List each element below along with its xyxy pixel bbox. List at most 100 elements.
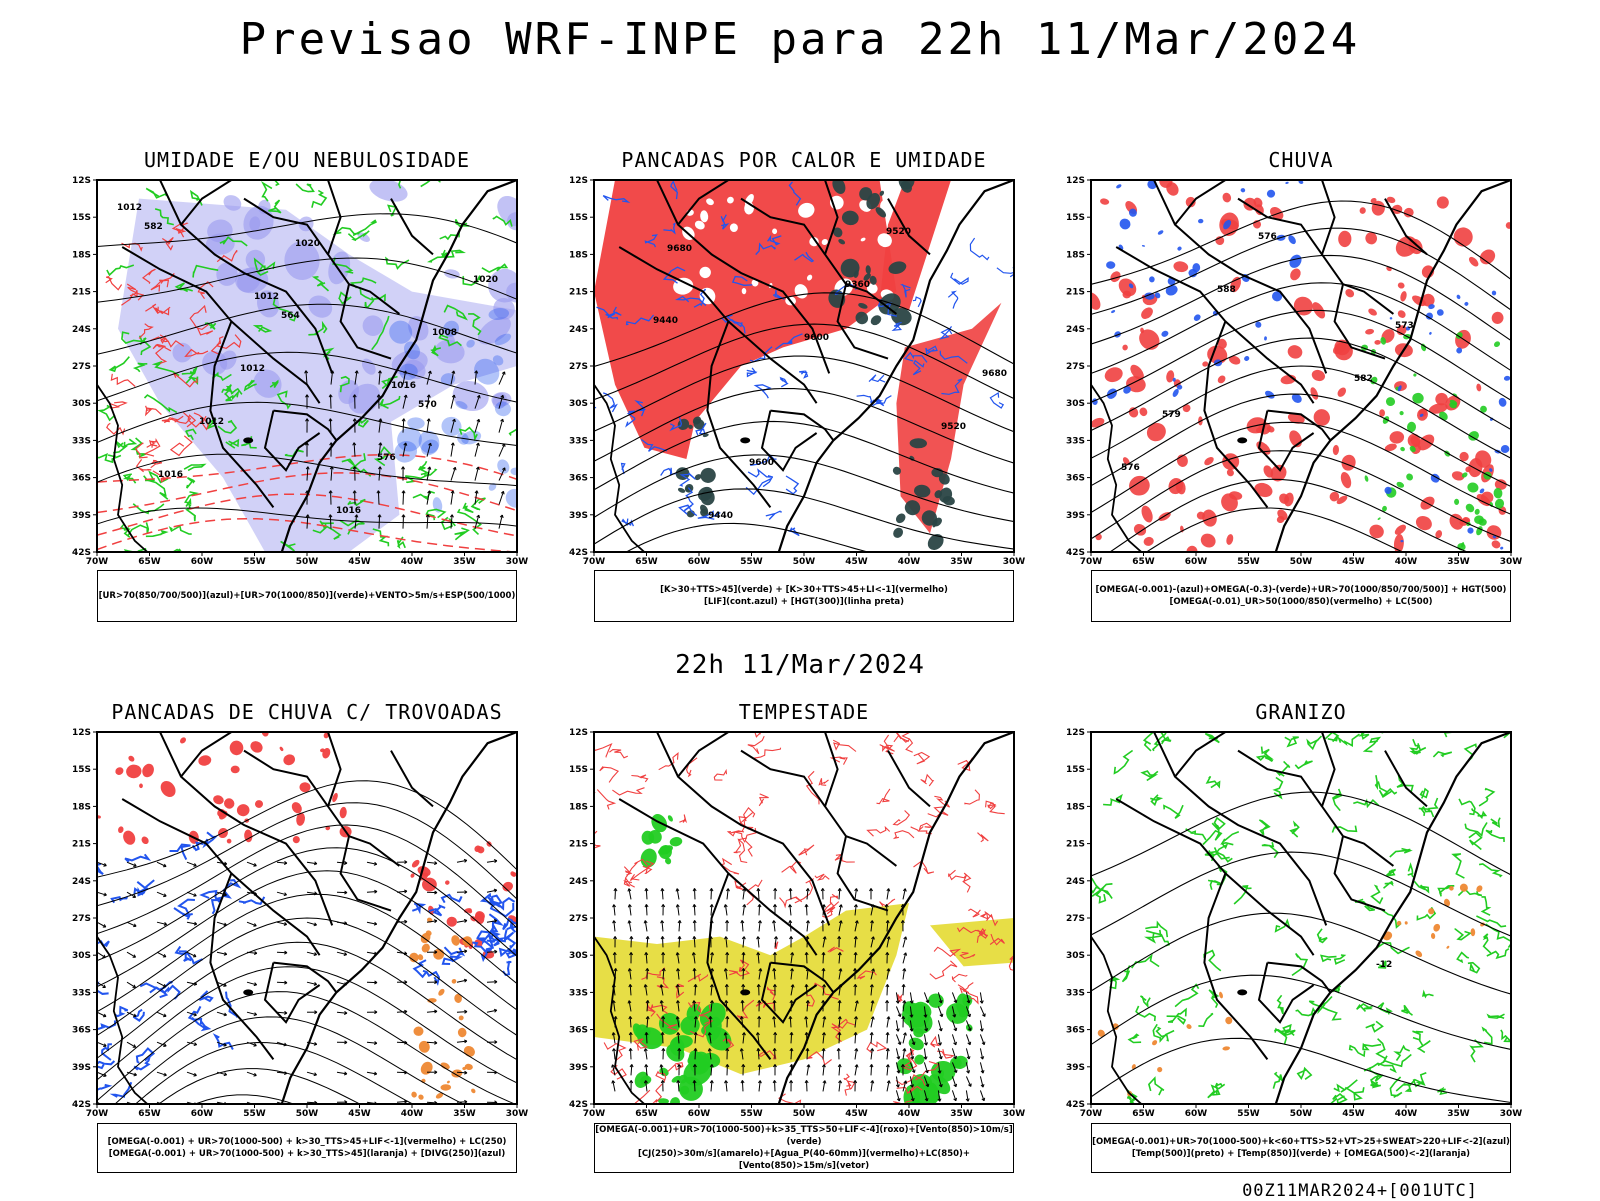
lat-tick-label: 39S (1066, 1063, 1085, 1073)
lon-tick-label: 65W (138, 1109, 161, 1119)
lon-tick-label: 50W (296, 557, 319, 567)
lon-tick-label: 65W (1132, 557, 1155, 567)
lat-tick-label: 15S (1066, 765, 1085, 775)
lon-tick-label: 40W (898, 1109, 921, 1119)
contour-label: 1020 (295, 239, 320, 249)
lat-tick-label: 36S (72, 474, 91, 484)
lon-tick-label: 45W (348, 1109, 371, 1119)
contour-label: -12 (1376, 960, 1392, 970)
contour-label: 1016 (336, 506, 361, 516)
lat-tick-label: 18S (1066, 802, 1085, 812)
lon-tick-label: 45W (1342, 1109, 1365, 1119)
lon-tick-label: 30W (1500, 557, 1523, 567)
lon-tick-label: 55W (243, 1109, 266, 1119)
contour-label: 1020 (473, 275, 498, 285)
lon-tick-label: 40W (1395, 1109, 1418, 1119)
lat-tick-label: 36S (1066, 1026, 1085, 1036)
lat-tick-label: 21S (1066, 288, 1085, 298)
lat-tick-label: 36S (569, 1026, 588, 1036)
lat-tick-label: 27S (1066, 362, 1085, 372)
panel-title-tempestade: TEMPESTADE (594, 700, 1014, 724)
lon-tick-label: 50W (1290, 1109, 1313, 1119)
legend-box-chuva: [OMEGA(-0.001)-(azul)+OMEGA(-0.3)-(verde… (1091, 570, 1511, 622)
lon-tick-label: 60W (191, 557, 214, 567)
legend-box-trovoadas: [OMEGA(-0.001) + UR>70(1000-500) + k>30_… (97, 1123, 517, 1173)
contour-label: 1012 (240, 364, 265, 374)
panel-title-granizo: GRANIZO (1091, 700, 1511, 724)
lon-tick-label: 50W (793, 1109, 816, 1119)
lon-tick-label: 45W (1342, 557, 1365, 567)
legend-line: [CJ(250)>30m/s](amarelo)+[Agua_P(40-60mm… (595, 1148, 1013, 1172)
contour-label: 576 (1121, 463, 1140, 473)
legend-line: [OMEGA(-0.001)+UR>70(1000-500)+k>35_TTS>… (595, 1124, 1013, 1148)
legend-box-granizo: [OMEGA(-0.001)+UR>70(1000-500)+k<60+TTS>… (1091, 1123, 1511, 1173)
contour-label: 9600 (749, 458, 774, 468)
lat-tick-label: 36S (569, 474, 588, 484)
lon-tick-label: 30W (506, 1109, 529, 1119)
lat-tick-label: 30S (569, 951, 588, 961)
legend-line: [K>30+TTS>45](verde) + [K>30+TTS>45+LI<-… (595, 584, 1013, 596)
lon-tick-label: 55W (243, 557, 266, 567)
lat-tick-label: 33S (1066, 436, 1085, 446)
lat-tick-label: 36S (72, 1026, 91, 1036)
lon-tick-label: 65W (635, 1109, 658, 1119)
lat-tick-label: 21S (569, 840, 588, 850)
lon-tick-label: 70W (86, 1109, 109, 1119)
lat-tick-label: 30S (72, 399, 91, 409)
lon-tick-label: 65W (1132, 1109, 1155, 1119)
lon-tick-label: 40W (1395, 557, 1418, 567)
lat-tick-label: 15S (72, 765, 91, 775)
contour-label: 9440 (708, 511, 733, 521)
legend-line: [OMEGA(-0.01)_UR>50(1000/850)(vermelho) … (1092, 596, 1510, 608)
lat-tick-label: 15S (569, 213, 588, 223)
contour-label: 573 (1395, 321, 1414, 331)
footer-timestamp: 00Z11MAR2024+[001UTC] (1242, 1181, 1478, 1201)
lon-tick-label: 30W (1500, 1109, 1523, 1119)
lon-tick-label: 40W (401, 1109, 424, 1119)
lat-tick-label: 21S (72, 840, 91, 850)
lat-tick-label: 33S (72, 436, 91, 446)
lat-tick-label: 24S (1066, 325, 1085, 335)
lat-tick-label: 24S (72, 877, 91, 887)
lat-tick-label: 12S (72, 176, 91, 186)
lat-tick-label: 27S (72, 914, 91, 924)
lon-tick-label: 35W (950, 557, 973, 567)
lat-tick-label: 39S (569, 511, 588, 521)
lat-tick-label: 39S (569, 1063, 588, 1073)
contour-label: 588 (1217, 285, 1236, 295)
lon-tick-label: 50W (793, 557, 816, 567)
lat-tick-label: 30S (1066, 399, 1085, 409)
lon-tick-label: 50W (296, 1109, 319, 1119)
main-title: Previsao WRF-INPE para 22h 11/Mar/2024 (0, 14, 1600, 65)
contour-label: 564 (281, 311, 300, 321)
lon-tick-label: 30W (1003, 1109, 1026, 1119)
lat-tick-label: 12S (569, 728, 588, 738)
lon-tick-label: 45W (845, 1109, 868, 1119)
lat-tick-label: 18S (1066, 250, 1085, 260)
lat-tick-label: 24S (569, 877, 588, 887)
contour-label: 1016 (158, 470, 183, 480)
lat-tick-label: 24S (72, 325, 91, 335)
legend-line: [OMEGA(-0.001)+UR>70(1000-500)+k<60+TTS>… (1092, 1136, 1510, 1148)
map-svg-umidade: 1012101210161016102010081012101610201012… (97, 180, 517, 552)
lon-tick-label: 35W (950, 1109, 973, 1119)
contour-label: 9440 (653, 316, 678, 326)
lon-tick-label: 70W (583, 1109, 606, 1119)
lon-tick-label: 30W (1003, 557, 1026, 567)
contour-label: 579 (1162, 410, 1181, 420)
contour-label: 9680 (667, 244, 692, 254)
lat-tick-label: 33S (569, 988, 588, 998)
legend-box-umidade: [UR>70(850/700/500)](azul)+[UR>70(1000/8… (97, 570, 517, 622)
lat-tick-label: 24S (569, 325, 588, 335)
lat-tick-label: 36S (1066, 474, 1085, 484)
legend-line: [Temp(500)](preto) + [Temp(850)](verde) … (1092, 1148, 1510, 1160)
contour-label: 9520 (941, 422, 966, 432)
lon-tick-label: 55W (740, 1109, 763, 1119)
lat-tick-label: 12S (1066, 176, 1085, 186)
